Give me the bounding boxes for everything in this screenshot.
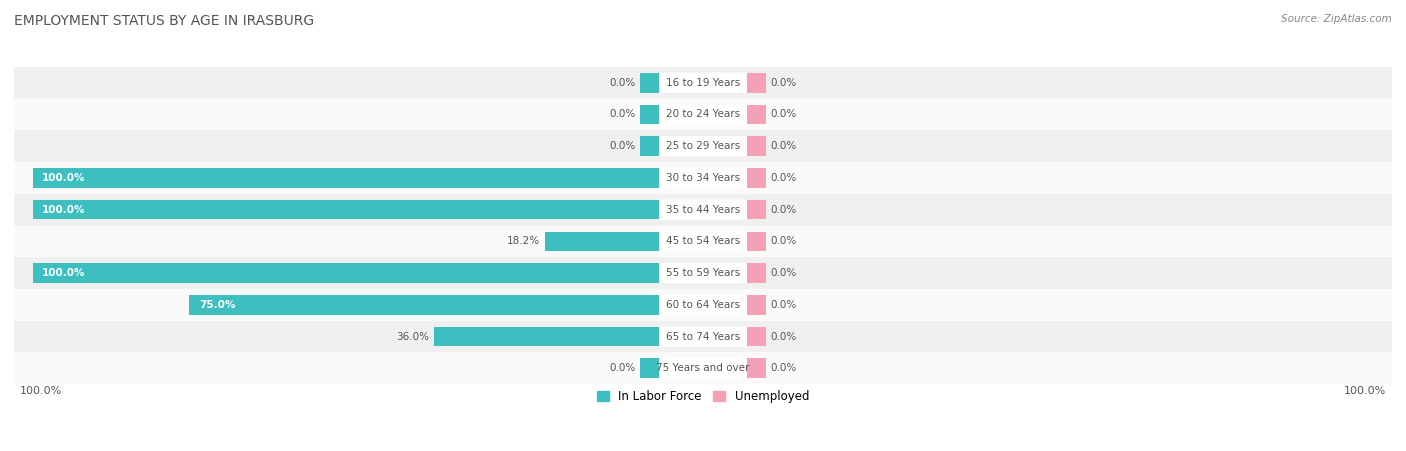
Bar bbox=[14, 352, 1392, 384]
Bar bbox=[640, 136, 659, 156]
Text: 30 to 34 Years: 30 to 34 Years bbox=[666, 173, 740, 183]
Bar bbox=[640, 73, 659, 92]
Text: 0.0%: 0.0% bbox=[770, 110, 797, 120]
Bar bbox=[32, 200, 659, 220]
FancyBboxPatch shape bbox=[659, 327, 747, 347]
Text: Source: ZipAtlas.com: Source: ZipAtlas.com bbox=[1281, 14, 1392, 23]
Text: 0.0%: 0.0% bbox=[770, 78, 797, 87]
Bar bbox=[433, 327, 659, 346]
Text: 45 to 54 Years: 45 to 54 Years bbox=[666, 236, 740, 246]
Text: 35 to 44 Years: 35 to 44 Years bbox=[666, 205, 740, 215]
Text: 100.0%: 100.0% bbox=[1343, 386, 1386, 396]
Text: 36.0%: 36.0% bbox=[395, 331, 429, 341]
Bar bbox=[14, 130, 1392, 162]
Text: 0.0%: 0.0% bbox=[770, 300, 797, 310]
Text: 0.0%: 0.0% bbox=[770, 236, 797, 246]
Bar bbox=[14, 226, 1392, 257]
Text: 20 to 24 Years: 20 to 24 Years bbox=[666, 110, 740, 120]
Text: 0.0%: 0.0% bbox=[770, 173, 797, 183]
Bar bbox=[747, 231, 766, 251]
Text: 100.0%: 100.0% bbox=[20, 386, 63, 396]
Text: 0.0%: 0.0% bbox=[770, 331, 797, 341]
Text: 0.0%: 0.0% bbox=[609, 78, 636, 87]
Bar bbox=[14, 289, 1392, 321]
Text: 18.2%: 18.2% bbox=[508, 236, 540, 246]
FancyBboxPatch shape bbox=[659, 295, 747, 315]
Bar bbox=[14, 321, 1392, 352]
Text: 25 to 29 Years: 25 to 29 Years bbox=[666, 141, 740, 151]
Text: 0.0%: 0.0% bbox=[770, 268, 797, 278]
Bar bbox=[14, 162, 1392, 194]
Bar bbox=[747, 168, 766, 188]
Bar bbox=[747, 136, 766, 156]
Bar bbox=[14, 99, 1392, 130]
Text: 75 Years and over: 75 Years and over bbox=[657, 364, 749, 373]
Text: 100.0%: 100.0% bbox=[42, 268, 86, 278]
Legend: In Labor Force, Unemployed: In Labor Force, Unemployed bbox=[592, 386, 814, 408]
Text: 0.0%: 0.0% bbox=[609, 110, 636, 120]
Text: 0.0%: 0.0% bbox=[770, 141, 797, 151]
Bar bbox=[747, 263, 766, 283]
FancyBboxPatch shape bbox=[659, 136, 747, 156]
Text: 55 to 59 Years: 55 to 59 Years bbox=[666, 268, 740, 278]
FancyBboxPatch shape bbox=[659, 73, 747, 93]
Text: 75.0%: 75.0% bbox=[198, 300, 235, 310]
Bar bbox=[546, 231, 659, 251]
Bar bbox=[14, 257, 1392, 289]
Text: 100.0%: 100.0% bbox=[42, 205, 86, 215]
FancyBboxPatch shape bbox=[659, 104, 747, 124]
Bar bbox=[14, 67, 1392, 99]
Text: 0.0%: 0.0% bbox=[770, 364, 797, 373]
Bar bbox=[32, 168, 659, 188]
Bar bbox=[747, 359, 766, 378]
Text: 100.0%: 100.0% bbox=[42, 173, 86, 183]
Bar bbox=[747, 105, 766, 124]
Bar bbox=[640, 359, 659, 378]
Bar bbox=[747, 327, 766, 346]
FancyBboxPatch shape bbox=[659, 231, 747, 252]
Bar bbox=[747, 295, 766, 315]
Text: 60 to 64 Years: 60 to 64 Years bbox=[666, 300, 740, 310]
Bar bbox=[747, 200, 766, 220]
Text: 0.0%: 0.0% bbox=[609, 141, 636, 151]
Text: 0.0%: 0.0% bbox=[770, 205, 797, 215]
Text: 65 to 74 Years: 65 to 74 Years bbox=[666, 331, 740, 341]
FancyBboxPatch shape bbox=[659, 199, 747, 220]
Bar bbox=[747, 73, 766, 92]
FancyBboxPatch shape bbox=[659, 168, 747, 188]
Bar bbox=[14, 194, 1392, 226]
Bar bbox=[190, 295, 659, 315]
Text: 0.0%: 0.0% bbox=[609, 364, 636, 373]
Bar bbox=[640, 105, 659, 124]
Bar bbox=[32, 263, 659, 283]
FancyBboxPatch shape bbox=[659, 358, 747, 378]
FancyBboxPatch shape bbox=[659, 263, 747, 283]
Text: EMPLOYMENT STATUS BY AGE IN IRASBURG: EMPLOYMENT STATUS BY AGE IN IRASBURG bbox=[14, 14, 314, 28]
Text: 16 to 19 Years: 16 to 19 Years bbox=[666, 78, 740, 87]
